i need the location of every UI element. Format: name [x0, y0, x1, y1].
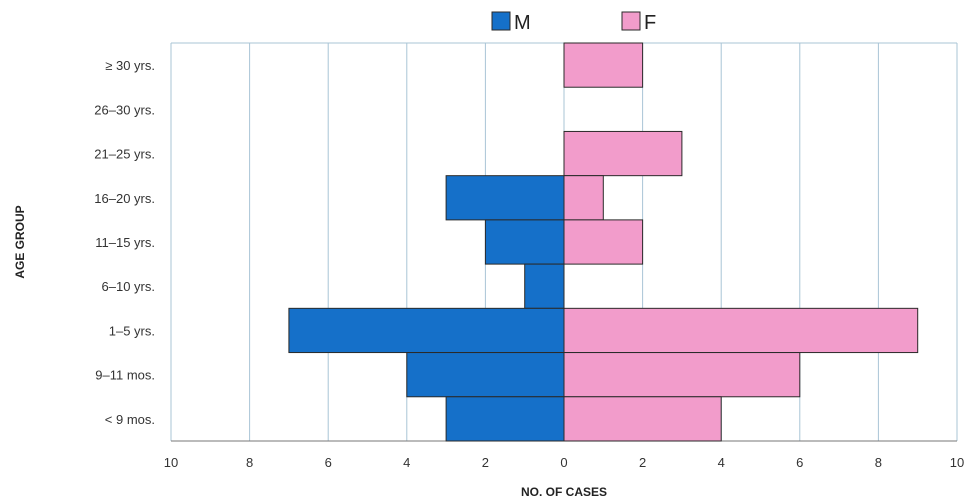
bar-f [563, 130, 683, 177]
bar-m [445, 396, 565, 442]
y-tick-label: < 9 mos. [105, 412, 155, 427]
x-tick-label: 4 [403, 455, 410, 470]
x-tick-label: 6 [796, 455, 803, 470]
bar-m [445, 175, 565, 221]
y-tick-label: ≥ 30 yrs. [105, 58, 155, 73]
x-tick-label: 4 [718, 455, 725, 470]
x-tick-label: 10 [164, 455, 178, 470]
y-tick-label: 16–20 yrs. [94, 191, 155, 206]
legend-swatch-f [621, 11, 641, 31]
bar-f [563, 219, 644, 265]
bar-m [406, 352, 565, 398]
y-tick-label: 6–10 yrs. [102, 279, 155, 294]
x-tick-label: 10 [950, 455, 964, 470]
x-tick-label: 8 [246, 455, 253, 470]
y-tick-label: 11–15 yrs. [95, 235, 155, 250]
y-tick-label: 1–5 yrs. [109, 323, 155, 338]
y-tick-labels: ≥ 30 yrs. 26–30 yrs. 21–25 yrs. 16–20 yrs. 1… [94, 58, 155, 427]
x-tick-label: 2 [482, 455, 489, 470]
bars [288, 42, 919, 442]
bar-m [524, 263, 565, 309]
bar-f [563, 307, 919, 354]
bar-m [484, 219, 565, 265]
legend-label-f: F [644, 12, 656, 34]
y-axis-title: AGE GROUP [13, 205, 27, 278]
legend: M F [491, 11, 656, 34]
x-tick-label: 6 [325, 455, 332, 470]
bar-f [563, 352, 801, 398]
y-tick-label: 26–30 yrs. [94, 102, 155, 117]
bar-f [563, 175, 604, 221]
legend-swatch-m [491, 11, 511, 31]
x-tick-labels: 10 8 6 4 2 0 2 4 6 8 10 [164, 455, 964, 470]
x-tick-label: 0 [560, 455, 567, 470]
bar-m [288, 307, 565, 354]
y-tick-label: 9–11 mos. [95, 368, 155, 383]
legend-label-m: M [514, 12, 531, 34]
bar-f [563, 42, 644, 88]
x-tick-label: 2 [639, 455, 646, 470]
x-tick-label: 8 [875, 455, 882, 470]
y-tick-label: 21–25 yrs. [94, 147, 155, 162]
x-axis-title: NO. OF CASES [521, 485, 607, 499]
bar-f [563, 396, 722, 442]
